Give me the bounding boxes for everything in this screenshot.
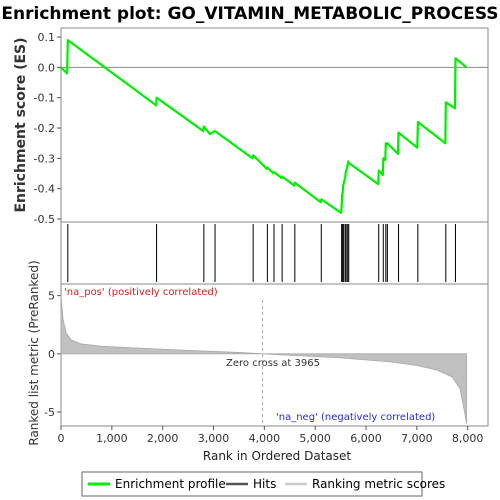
es-y-tick-label: -0.2 <box>34 122 55 135</box>
x-tick-label: 7,000 <box>401 432 433 445</box>
es-y-tick-label: -0.4 <box>34 183 55 196</box>
x-tick-label: 2,000 <box>147 432 179 445</box>
annotation-na-neg: 'na_neg' (negatively correlated) <box>276 412 435 423</box>
ranked-metric-fill <box>60 295 468 424</box>
legend-ranking-label: Ranking metric scores <box>312 477 445 491</box>
es-y-tick-label: -0.1 <box>34 92 55 105</box>
chart-title: Enrichment plot: GO_VITAMIN_METABOLIC_PR… <box>1 4 498 24</box>
x-tick-label: 6,000 <box>350 432 382 445</box>
es-y-axis-label: Enrichment score (ES) <box>13 37 29 212</box>
metric-y-tick-label: -5 <box>44 406 55 419</box>
x-tick-label: 3,000 <box>198 432 230 445</box>
metric-y-tick-label: 0 <box>48 348 55 361</box>
es-panel <box>60 27 489 223</box>
legend-enrichment-label: Enrichment profile <box>115 477 226 491</box>
es-y-tick-label: -0.5 <box>34 213 55 226</box>
hit-markers <box>67 224 456 282</box>
es-y-tick-label: 0.0 <box>38 61 56 74</box>
annotation-na-pos: 'na_pos' (positively correlated) <box>64 287 218 298</box>
ranked-metric-area <box>60 295 468 424</box>
x-ticks: 0 1,000 2,000 3,000 4,000 5,000 6,000 7,000 8,00… <box>58 426 484 445</box>
x-tick-label: 4,000 <box>249 432 281 445</box>
es-y-tick-label: 0.1 <box>38 31 56 44</box>
x-axis-label: Rank in Ordered Dataset <box>203 449 351 463</box>
metric-y-axis-label: Ranked list metric (PreRanked) <box>27 260 41 445</box>
annotation-zero-cross: Zero cross at 3965 <box>226 358 320 369</box>
legend: Enrichment profile Hits Ranking metric s… <box>81 471 445 497</box>
enrichment-profile-line <box>60 38 468 214</box>
x-tick-label: 5,000 <box>299 432 331 445</box>
x-tick-label: 1,000 <box>96 432 128 445</box>
legend-hits-label: Hits <box>253 477 276 491</box>
x-tick-label: 8,000 <box>452 432 484 445</box>
hits-panel <box>60 221 489 285</box>
es-y-ticks: 0.1 0.0 -0.1 -0.2 -0.3 -0.4 -0.5 <box>34 31 61 226</box>
x-tick-label: 0 <box>58 432 65 445</box>
metric-y-ticks: 5 0 -5 <box>44 290 61 419</box>
es-y-tick-label: -0.3 <box>34 152 55 165</box>
metric-y-tick-label: 5 <box>48 290 55 303</box>
